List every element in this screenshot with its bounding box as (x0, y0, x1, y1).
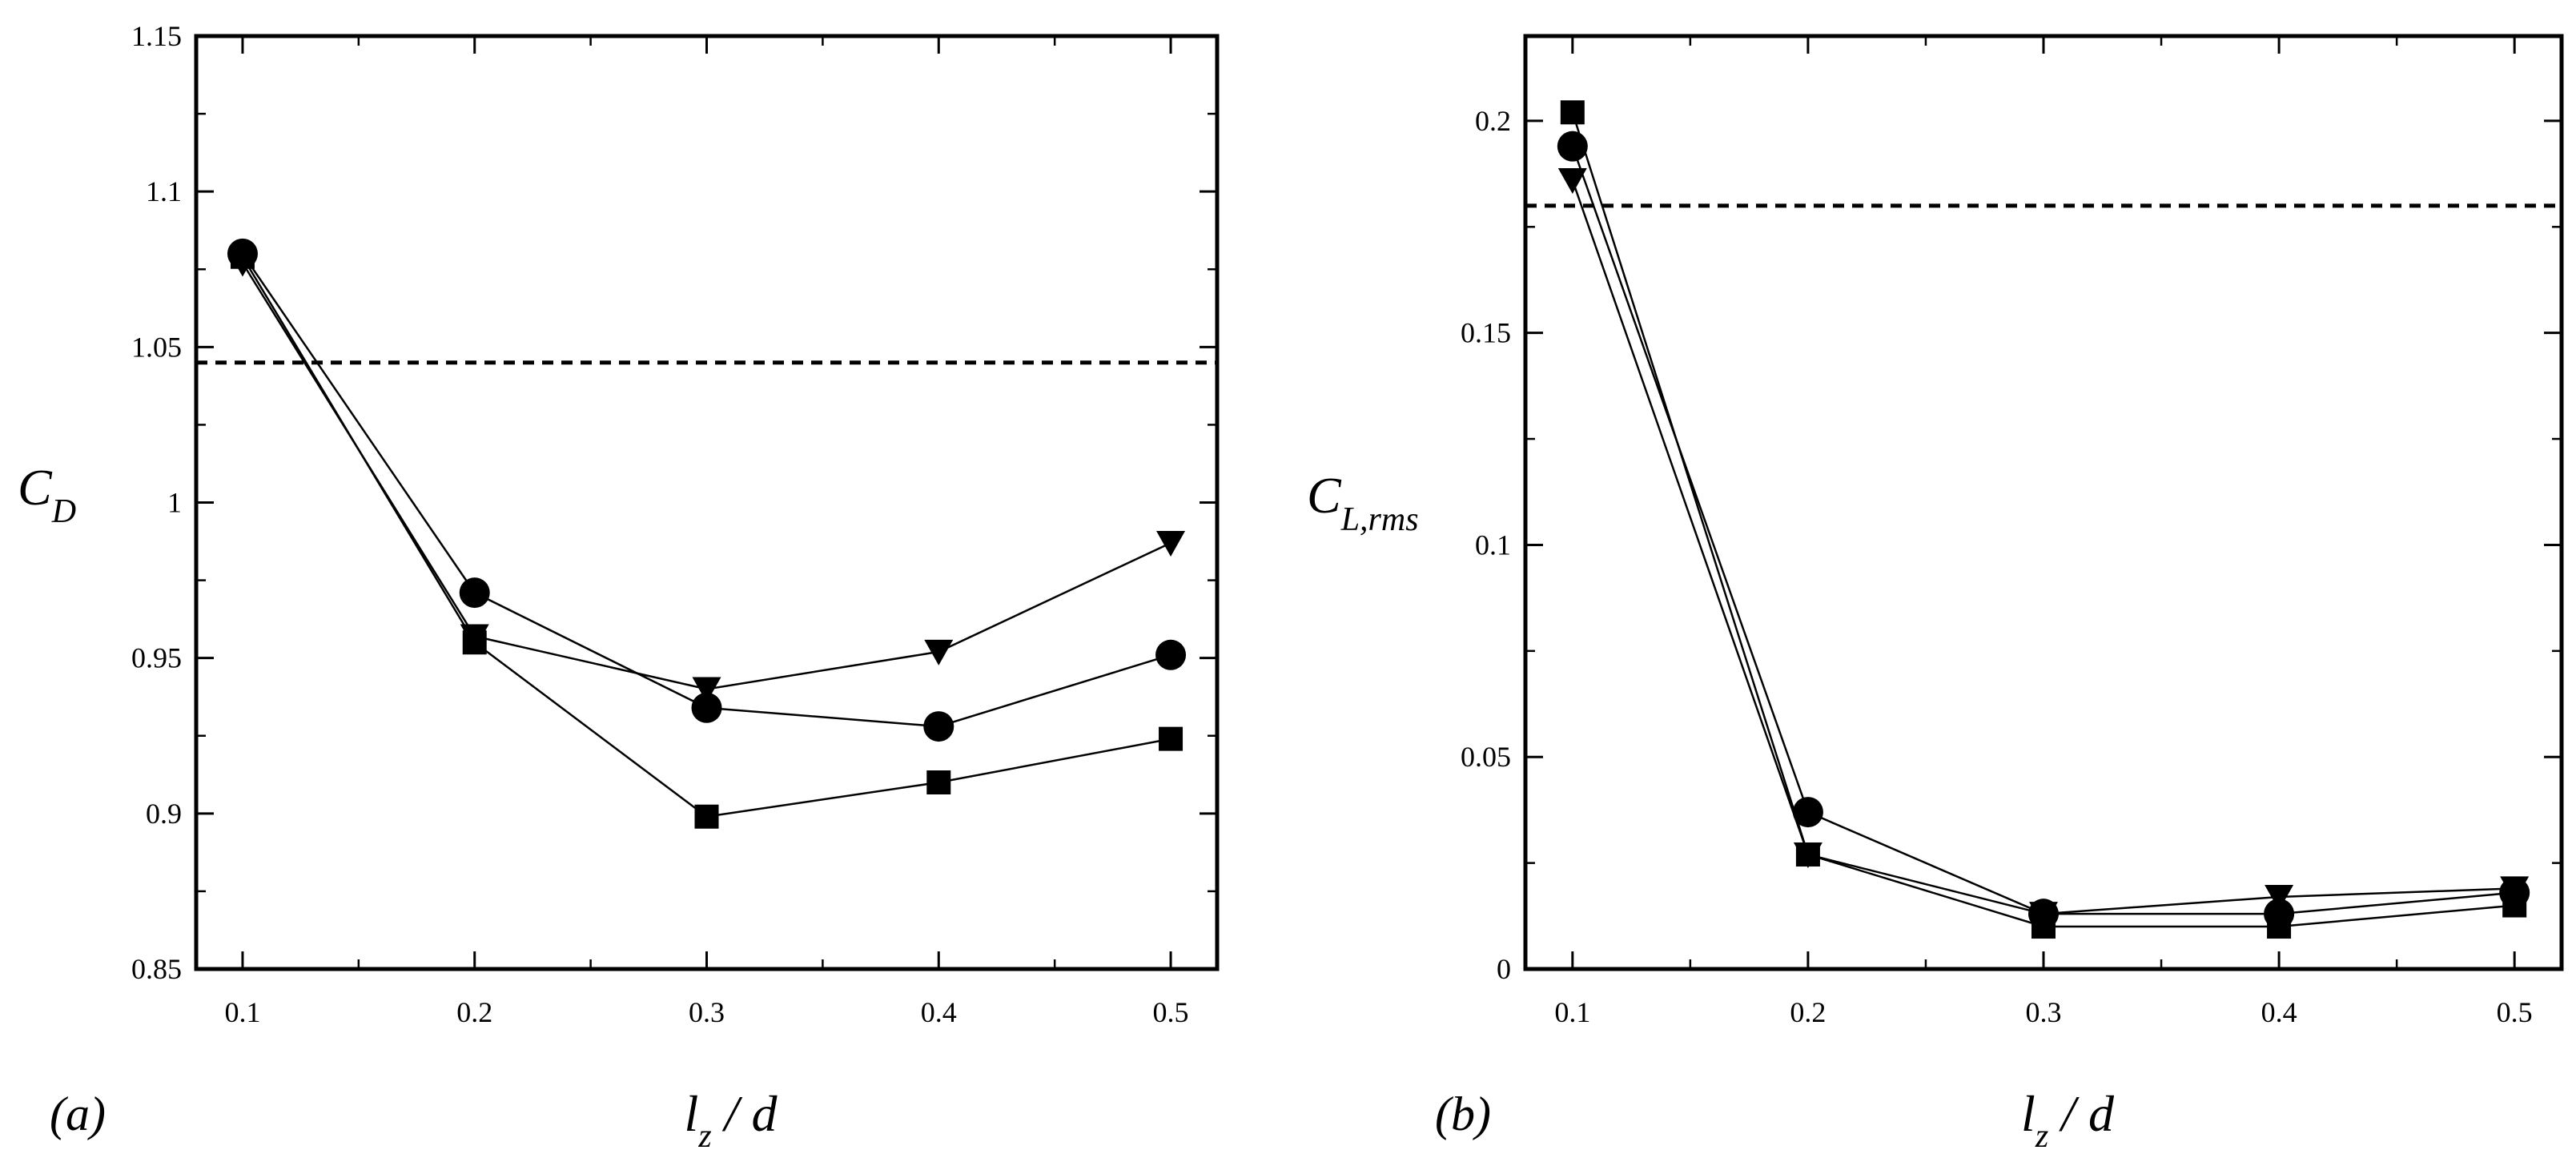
x-tick-label: 0.2 (456, 996, 492, 1028)
series-line-circle (1571, 146, 2515, 915)
data-point-square (1159, 726, 1184, 751)
x-tick-label: 0.5 (1153, 996, 1189, 1028)
y-tick-label: 0.15 (1461, 317, 1511, 349)
data-point-circle (1155, 639, 1187, 670)
plot-frame (194, 34, 1220, 971)
x-axis-label: lz / d (2021, 1085, 2115, 1154)
chart-panel-b: 0.1 0.2 0.3 0.4 0.5 0 0.05 0.1 0.15 0.2 CL,rms lz /… (1307, 34, 2564, 1155)
y-tick-label: 0 (1497, 953, 1511, 985)
data-point-square (1795, 842, 1820, 867)
data-point-square (2267, 915, 2292, 939)
data-point-triangle (692, 677, 721, 703)
data-point-triangle (924, 639, 954, 665)
y-tick-label: 1.05 (131, 331, 182, 363)
data-point-square (230, 244, 255, 269)
series-line-square (1571, 111, 2515, 928)
x-tick-label: 0.1 (1554, 996, 1590, 1028)
plot-frame (1523, 34, 2564, 971)
x-tick-label: 0.4 (2261, 996, 2297, 1028)
y-tick-label: 0.85 (131, 953, 182, 985)
y-tick-label: 0.05 (1461, 741, 1511, 773)
series-line-triangle (241, 262, 1171, 690)
data-point-triangle (2265, 884, 2294, 911)
y-tick-label: 1.1 (146, 175, 182, 207)
data-point-circle (1792, 797, 1823, 828)
data-point-circle (459, 577, 490, 609)
y-axis-label: CD (18, 459, 76, 530)
data-point-square (2031, 915, 2056, 939)
y-tick-label: 1.15 (131, 20, 182, 52)
y-axis-label: CL,rms (1307, 467, 1419, 538)
data-point-square (2502, 893, 2527, 918)
x-tick-label: 0.3 (689, 996, 725, 1028)
data-point-square (926, 770, 951, 794)
x-tick-label: 0.2 (1790, 996, 1826, 1028)
data-point-circle (1557, 131, 1588, 162)
x-tick-label: 0.1 (224, 996, 260, 1028)
chart-panel-a: 0.1 0.2 0.3 0.4 0.5 0.85 0.9 0.95 1 1.05 1.1 1.15 CD… (18, 20, 1220, 1155)
y-tick-label: 0.1 (1475, 529, 1511, 561)
panel-label: (b) (1435, 1088, 1491, 1140)
data-point-square (694, 804, 719, 829)
data-point-triangle (1557, 168, 1587, 195)
x-tick-label: 0.3 (2026, 996, 2062, 1028)
data-point-circle (691, 692, 722, 723)
x-axis-label: lz / d (685, 1085, 778, 1154)
y-tick-label: 0.95 (131, 642, 182, 674)
y-tick-label: 1 (167, 487, 182, 519)
data-point-circle (923, 711, 954, 742)
data-point-square (1560, 100, 1585, 125)
x-tick-label: 0.4 (921, 996, 957, 1028)
y-tick-label: 0.2 (1475, 105, 1511, 137)
data-point-square (462, 630, 487, 655)
series-line-square (241, 256, 1171, 818)
data-point-triangle (1156, 530, 1186, 557)
y-tick-label: 0.9 (146, 798, 182, 830)
panel-label: (a) (50, 1088, 106, 1140)
x-tick-label: 0.5 (2497, 996, 2533, 1028)
